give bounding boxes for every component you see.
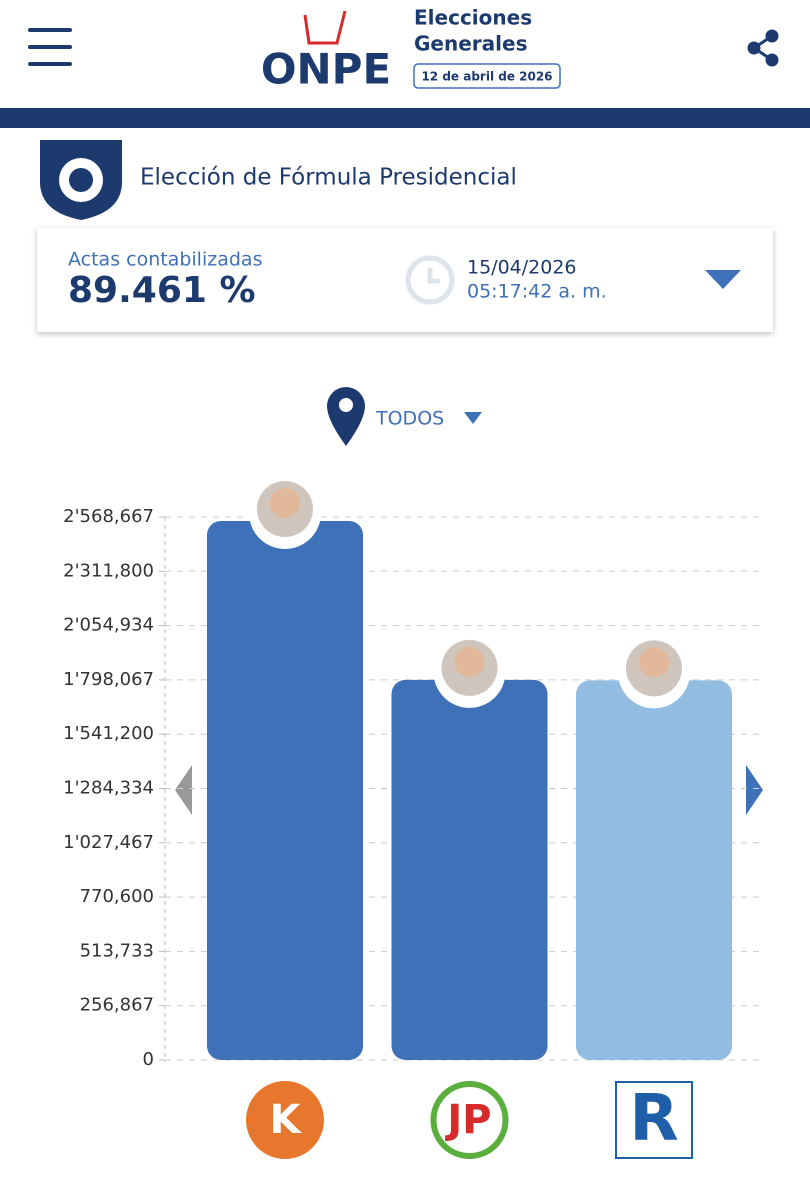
filter-label[interactable]: TODOS	[375, 408, 444, 430]
clock-icon	[405, 255, 455, 305]
update-date: 15/04/2026	[467, 257, 577, 279]
y-tick-label: 1'027,467	[63, 832, 154, 853]
brand: ONPE	[261, 45, 391, 94]
candidate-face	[639, 647, 669, 678]
candidate-face	[270, 487, 300, 518]
section-title: Elección de Fórmula Presidencial	[140, 165, 517, 191]
y-tick-label: 770,600	[80, 886, 154, 907]
actas-percent: 89.461 %	[68, 270, 256, 311]
update-time: 05:17:42 a. m.	[467, 281, 607, 303]
party-logo-frame	[430, 1081, 509, 1159]
y-tick-label: 2'054,934	[63, 615, 154, 636]
next-arrow[interactable]	[746, 765, 763, 815]
bar	[391, 679, 548, 1060]
y-tick-label: 2'568,667	[63, 506, 154, 527]
party-logo-frame	[615, 1081, 693, 1159]
event-date: 12 de abril de 2026	[421, 70, 552, 84]
y-tick-label: 1'798,067	[63, 669, 154, 690]
date-badge	[413, 63, 561, 89]
y-tick-label: 1'541,200	[63, 723, 154, 744]
candidate-face	[454, 646, 485, 677]
party-logo: JP	[444, 1097, 491, 1143]
party-logo: K	[270, 1097, 303, 1143]
logo-hand	[303, 10, 347, 45]
bar	[576, 680, 732, 1060]
filter-dropdown[interactable]	[464, 412, 482, 424]
header-bar	[0, 108, 810, 128]
y-tick-label: 2'311,800	[63, 560, 154, 581]
location-pin-hole	[339, 398, 353, 412]
party-logo-frame	[246, 1081, 324, 1159]
y-tick-label: 256,867	[80, 995, 154, 1016]
location-pin	[327, 387, 365, 446]
bar	[207, 520, 363, 1060]
card-dropdown[interactable]	[705, 270, 741, 289]
party-logo: R	[629, 1082, 678, 1156]
summary-card	[37, 228, 773, 332]
coat-of-arms	[40, 140, 122, 220]
y-tick-label: 1'284,334	[63, 777, 154, 798]
share-button[interactable]	[747, 29, 779, 67]
y-tick-label: 0	[143, 1049, 154, 1070]
menu-button[interactable]	[28, 28, 72, 66]
bar-chart: 0 256,867 513,733 770,600 1'027,467 1'284,334…	[63, 476, 765, 1159]
actas-label: Actas contabilizadas	[68, 249, 262, 271]
y-tick-label: 513,733	[80, 940, 154, 961]
event-title: Elecciones	[414, 6, 532, 30]
prev-arrow[interactable]	[175, 765, 192, 815]
event-title: Generales	[414, 32, 527, 56]
